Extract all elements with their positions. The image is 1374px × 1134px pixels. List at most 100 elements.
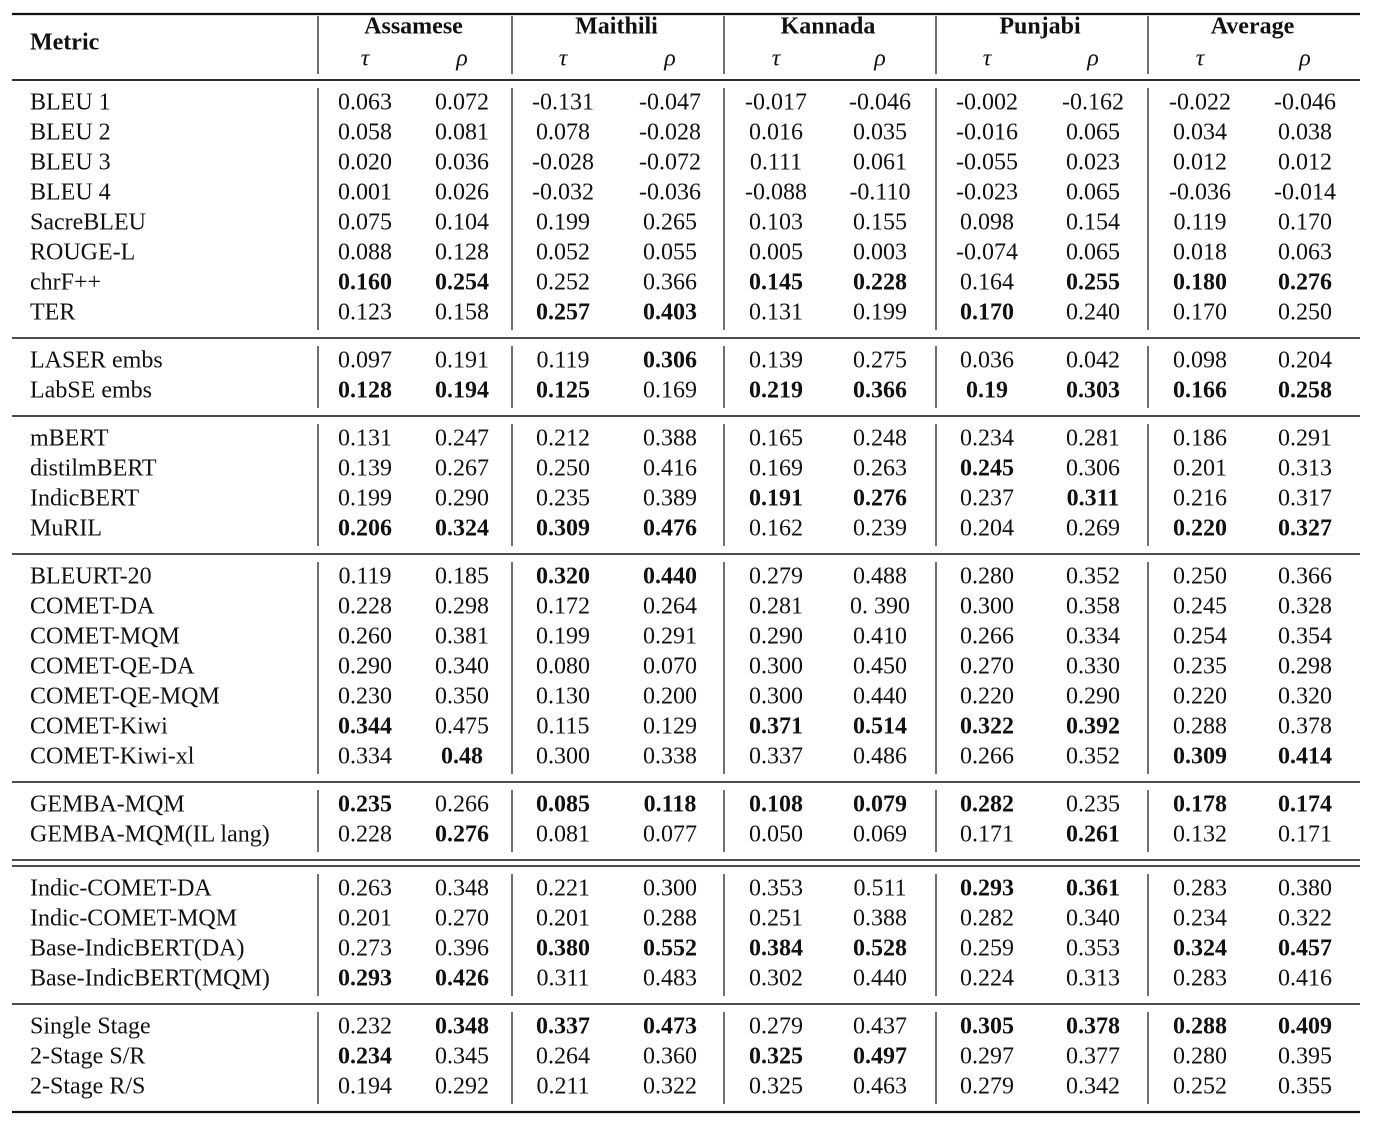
metric-name: LASER embs <box>30 348 163 374</box>
cell-value: 0.170 <box>1173 300 1227 326</box>
cell-value: 0.259 <box>960 936 1014 962</box>
cell-value: 0.440 <box>643 564 697 590</box>
cell-value: 0.293 <box>338 966 392 992</box>
cell-value: 0.377 <box>1066 1044 1120 1070</box>
cell-value: 0.158 <box>435 300 489 326</box>
cell-value: 0.201 <box>338 906 392 932</box>
cell-value: 0.169 <box>643 378 697 404</box>
cell-value: 0.263 <box>338 876 392 902</box>
cell-value: 0.353 <box>749 876 803 902</box>
sub-header: ρ <box>663 46 676 72</box>
cell-value: 0.129 <box>643 714 697 740</box>
cell-value: 0.355 <box>1278 1074 1332 1100</box>
cell-value: 0.381 <box>435 624 489 650</box>
sub-header: ρ <box>455 46 468 72</box>
cell-value: -0.110 <box>849 180 910 206</box>
cell-value: 0.371 <box>749 714 803 740</box>
cell-value: 0.264 <box>643 594 697 620</box>
cell-value: 0.139 <box>749 348 803 374</box>
cell-value: 0.410 <box>853 624 907 650</box>
cell-value: 0.409 <box>1278 1014 1332 1040</box>
cell-value: 0.309 <box>1173 744 1227 770</box>
cell-value: 0.298 <box>435 594 489 620</box>
cell-value: 0.230 <box>338 684 392 710</box>
cell-value: 0.440 <box>853 966 907 992</box>
cell-value: 0.380 <box>536 936 590 962</box>
cell-value: 0.281 <box>749 594 803 620</box>
cell-value: 0.162 <box>749 516 803 542</box>
cell-value: -0.016 <box>956 120 1018 146</box>
cell-value: 0.172 <box>536 594 590 620</box>
metric-name: GEMBA-MQM(IL lang) <box>30 822 270 848</box>
cell-value: 0.322 <box>1278 906 1332 932</box>
cell-value: 0.160 <box>338 270 392 296</box>
cell-value: 0.128 <box>435 240 489 266</box>
cell-value: 0.003 <box>853 240 907 266</box>
cell-value: 0.206 <box>338 516 392 542</box>
cell-value: 0.354 <box>1278 624 1332 650</box>
cell-value: 0.139 <box>338 456 392 482</box>
cell-value: 0.279 <box>749 564 803 590</box>
cell-value: 0.267 <box>435 456 489 482</box>
cell-value: 0.081 <box>536 822 590 848</box>
cell-value: 0.360 <box>643 1044 697 1070</box>
metric-name: BLEURT-20 <box>30 564 152 590</box>
cell-value: 0.366 <box>643 270 697 296</box>
cell-value: 0.005 <box>749 240 803 266</box>
cell-value: 0.219 <box>749 378 803 404</box>
cell-value: 0.328 <box>1278 594 1332 620</box>
cell-value: -0.028 <box>639 120 701 146</box>
cell-value: 0.282 <box>960 906 1014 932</box>
cell-value: 0.245 <box>1173 594 1227 620</box>
cell-value: 0.322 <box>643 1074 697 1100</box>
cell-value: 0.240 <box>1066 300 1120 326</box>
cell-value: 0.257 <box>536 300 590 326</box>
cell-value: 0.300 <box>749 654 803 680</box>
cell-value: 0.026 <box>435 180 489 206</box>
cell-value: 0.366 <box>853 378 907 404</box>
cell-value: 0.245 <box>960 456 1014 482</box>
cell-value: 0.194 <box>338 1074 392 1100</box>
cell-value: 0.279 <box>749 1014 803 1040</box>
cell-value: 0.330 <box>1066 654 1120 680</box>
cell-value: -0.131 <box>532 90 594 116</box>
cell-value: 0.528 <box>853 936 907 962</box>
cell-value: 0.302 <box>749 966 803 992</box>
cell-value: 0.234 <box>338 1044 392 1070</box>
cell-value: 0.131 <box>749 300 803 326</box>
cell-value: 0.077 <box>643 822 697 848</box>
sub-header: τ <box>772 46 782 72</box>
cell-value: 0.070 <box>643 654 697 680</box>
cell-value: 0.416 <box>643 456 697 482</box>
cell-value: 0.337 <box>749 744 803 770</box>
cell-value: 0.123 <box>338 300 392 326</box>
cell-value: 0.166 <box>1173 378 1227 404</box>
cell-value: 0.352 <box>1066 564 1120 590</box>
cell-value: 0.118 <box>644 792 697 818</box>
cell-value: 0.325 <box>749 1044 803 1070</box>
cell-value: 0.378 <box>1278 714 1332 740</box>
cell-value: -0.036 <box>639 180 701 206</box>
cell-value: 0.065 <box>1066 240 1120 266</box>
cell-value: 0.018 <box>1173 240 1227 266</box>
cell-value: 0.072 <box>435 90 489 116</box>
cell-value: 0.098 <box>1173 348 1227 374</box>
cell-value: 0.078 <box>536 120 590 146</box>
cell-value: 0.280 <box>960 564 1014 590</box>
metric-name: Indic-COMET-DA <box>30 876 212 902</box>
sub-header: τ <box>559 46 569 72</box>
cell-value: 0.306 <box>643 348 697 374</box>
cell-value: 0.252 <box>536 270 590 296</box>
cell-value: 0.426 <box>435 966 489 992</box>
cell-value: 0.334 <box>338 744 392 770</box>
cell-value: 0.065 <box>1066 180 1120 206</box>
cell-value: 0.283 <box>1173 876 1227 902</box>
metric-header: Metric <box>30 30 100 56</box>
cell-value: 0.174 <box>1278 792 1332 818</box>
cell-value: 0.185 <box>435 564 489 590</box>
cell-value: 0.353 <box>1066 936 1120 962</box>
cell-value: 0.348 <box>435 1014 489 1040</box>
group-header: Assamese <box>364 14 463 40</box>
cell-value: 0.348 <box>435 876 489 902</box>
